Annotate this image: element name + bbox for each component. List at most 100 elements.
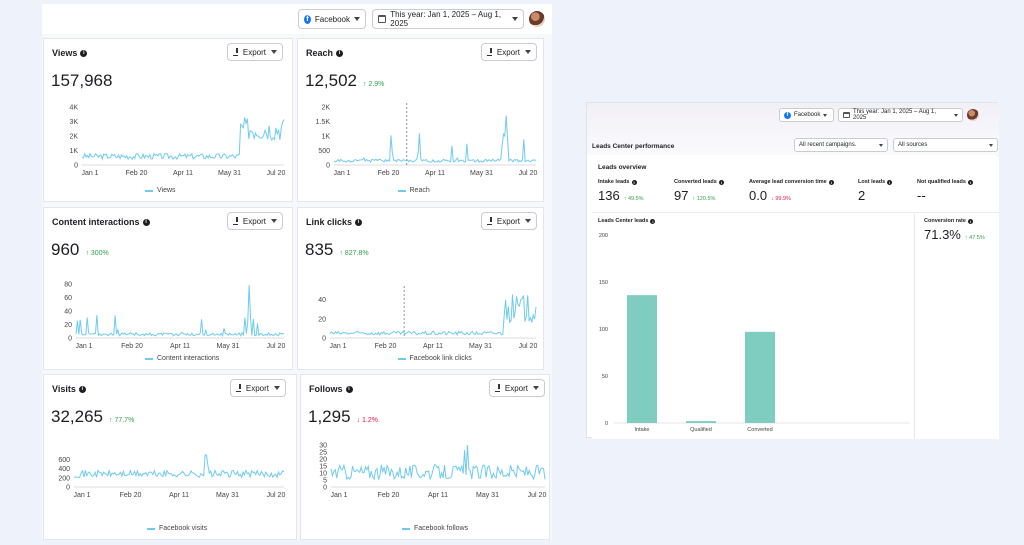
x-tick-label: May 31	[217, 343, 240, 350]
card-value-text: 960	[51, 240, 80, 259]
source-select[interactable]: All sources	[893, 138, 998, 152]
calendar-icon	[843, 112, 850, 118]
info-icon[interactable]: i	[78, 385, 86, 393]
info-icon[interactable]: i	[345, 385, 353, 393]
x-tick-label: Apr 11	[170, 343, 190, 350]
campaign-select[interactable]: All recent campaigns.	[794, 138, 888, 152]
calendar-icon	[378, 15, 387, 23]
card-title: Views i	[52, 48, 88, 58]
legend-label: Facebook follows	[414, 525, 469, 532]
info-icon[interactable]: i	[336, 49, 344, 57]
metric-value: --	[917, 188, 926, 203]
y-tick-label: 40	[318, 297, 326, 304]
x-tick-label: Feb 20	[121, 343, 143, 350]
top-filter-bar: f Facebook This year: Jan 1, 2025 – Aug …	[42, 4, 552, 34]
leads-platform-label: Facebook	[794, 112, 821, 118]
metric-value: 136	[598, 188, 620, 203]
export-button[interactable]: Export	[481, 212, 537, 230]
bar-intake[interactable]	[627, 295, 657, 423]
info-icon[interactable]: i	[631, 179, 637, 185]
y-tick-label: 3K	[69, 119, 78, 126]
x-tick-label: Feb 20	[120, 492, 142, 499]
date-range-label: This year: Jan 1, 2025 – Aug 1, 2025	[390, 10, 502, 28]
x-tick-label: Intake	[635, 427, 650, 433]
info-icon[interactable]: i	[650, 218, 656, 224]
legend-swatch	[397, 357, 406, 360]
platform-select[interactable]: f Facebook	[298, 9, 366, 29]
divider	[592, 212, 999, 213]
bar-converted[interactable]	[745, 331, 775, 423]
export-button[interactable]: Export	[227, 212, 283, 230]
info-icon[interactable]: i	[80, 49, 88, 57]
export-label: Export	[245, 383, 269, 393]
y-tick-label: 4K	[69, 105, 78, 112]
metric-card-reach: Reach i Export 12,502 ↑ 2.9% 0 500 1K 1.5K 2…	[297, 38, 544, 202]
metric-card-link-clicks: Link clicks i Export 835 ↑ 827.8% 0 20 40 J…	[297, 207, 544, 370]
series-line	[333, 115, 537, 163]
x-tick-label: Converted	[747, 427, 772, 433]
export-button[interactable]: Export	[489, 379, 545, 397]
card-title-text: Reach	[306, 48, 334, 58]
info-icon[interactable]: i	[355, 218, 363, 226]
x-tick-label: Apr 11	[169, 492, 189, 499]
card-value: 12,502 ↑ 2.9%	[305, 71, 384, 91]
export-button[interactable]: Export	[227, 43, 283, 61]
card-title-text: Follows	[309, 384, 343, 394]
facebook-icon: f	[784, 111, 791, 119]
legend-swatch	[145, 357, 153, 360]
x-tick-label: May 31	[218, 170, 241, 177]
leads-chart-title: Leads Center leads i	[598, 218, 656, 224]
y-tick-label: 40	[64, 309, 72, 316]
date-range-select[interactable]: This year: Jan 1, 2025 – Aug 1, 2025	[372, 9, 524, 29]
chart-legend: Facebook link clicks	[397, 355, 472, 362]
y-tick-label: 100	[599, 327, 608, 333]
card-value-text: 157,968	[51, 71, 113, 90]
export-label: Export	[242, 216, 266, 226]
info-icon[interactable]: i	[887, 179, 893, 185]
info-icon[interactable]: i	[967, 179, 973, 185]
card-title: Reach i	[306, 48, 344, 58]
export-label: Export	[242, 47, 266, 57]
leads-date-range-select[interactable]: This year: Jan 1, 2025 – Aug 1, 2025	[838, 108, 963, 122]
chevron-down-icon	[879, 143, 883, 147]
x-tick-label: Jul 20	[528, 492, 547, 499]
metric-card-views: Views i Export 157,968 0 1K 2K 3K 4K Jan 1 Feb…	[43, 38, 293, 202]
chart-legend: Reach	[397, 187, 430, 194]
card-title-text: Views	[52, 48, 78, 58]
card-title: Content interactions i	[52, 217, 150, 227]
card-value: 960 ↑ 300%	[51, 240, 109, 260]
avatar[interactable]	[529, 11, 545, 27]
metric-label: Lost leads	[858, 179, 886, 185]
y-tick-label: 500	[318, 148, 330, 155]
info-icon[interactable]: i	[142, 218, 150, 226]
card-delta: ↑ 2.9%	[363, 81, 385, 88]
y-tick-label: 30	[319, 443, 327, 450]
y-tick-label: 80	[64, 282, 72, 289]
bar-qualified[interactable]	[686, 421, 716, 423]
x-tick-label: Jul 20	[267, 170, 286, 177]
y-tick-label: 200	[58, 475, 70, 482]
info-icon[interactable]: i	[967, 218, 973, 224]
chevron-down-icon	[525, 219, 531, 223]
legend-swatch	[402, 527, 410, 530]
x-tick-label: Qualified	[690, 427, 712, 433]
export-button[interactable]: Export	[481, 43, 537, 61]
leads-platform-select[interactable]: f Facebook	[779, 108, 834, 122]
series-line	[81, 117, 285, 161]
info-icon[interactable]: i	[828, 179, 834, 185]
campaign-select-label: All recent campaigns.	[799, 142, 857, 148]
export-button[interactable]: Export	[230, 379, 286, 397]
legend-swatch	[397, 189, 406, 192]
series-line	[73, 454, 285, 479]
export-label: Export	[496, 47, 520, 57]
avatar[interactable]	[967, 109, 979, 121]
metric-label: Not qualified leads	[917, 179, 966, 185]
leads-overview-title: Leads overview	[598, 164, 647, 171]
conversion-rate: Conversion rate i 71.3% ↑ 47.5%	[924, 218, 985, 242]
legend-label: Reach	[409, 187, 430, 194]
leads-chart-title-text: Leads Center leads	[598, 218, 649, 224]
leads-overview-box: Leads overview Intake leads i 136 ↑ 49.5% …	[592, 156, 999, 439]
leads-bar-chart: 0 50 100 150 200 Intake Qualified Converted	[599, 233, 910, 433]
download-icon	[487, 217, 492, 225]
info-icon[interactable]: i	[718, 179, 724, 185]
